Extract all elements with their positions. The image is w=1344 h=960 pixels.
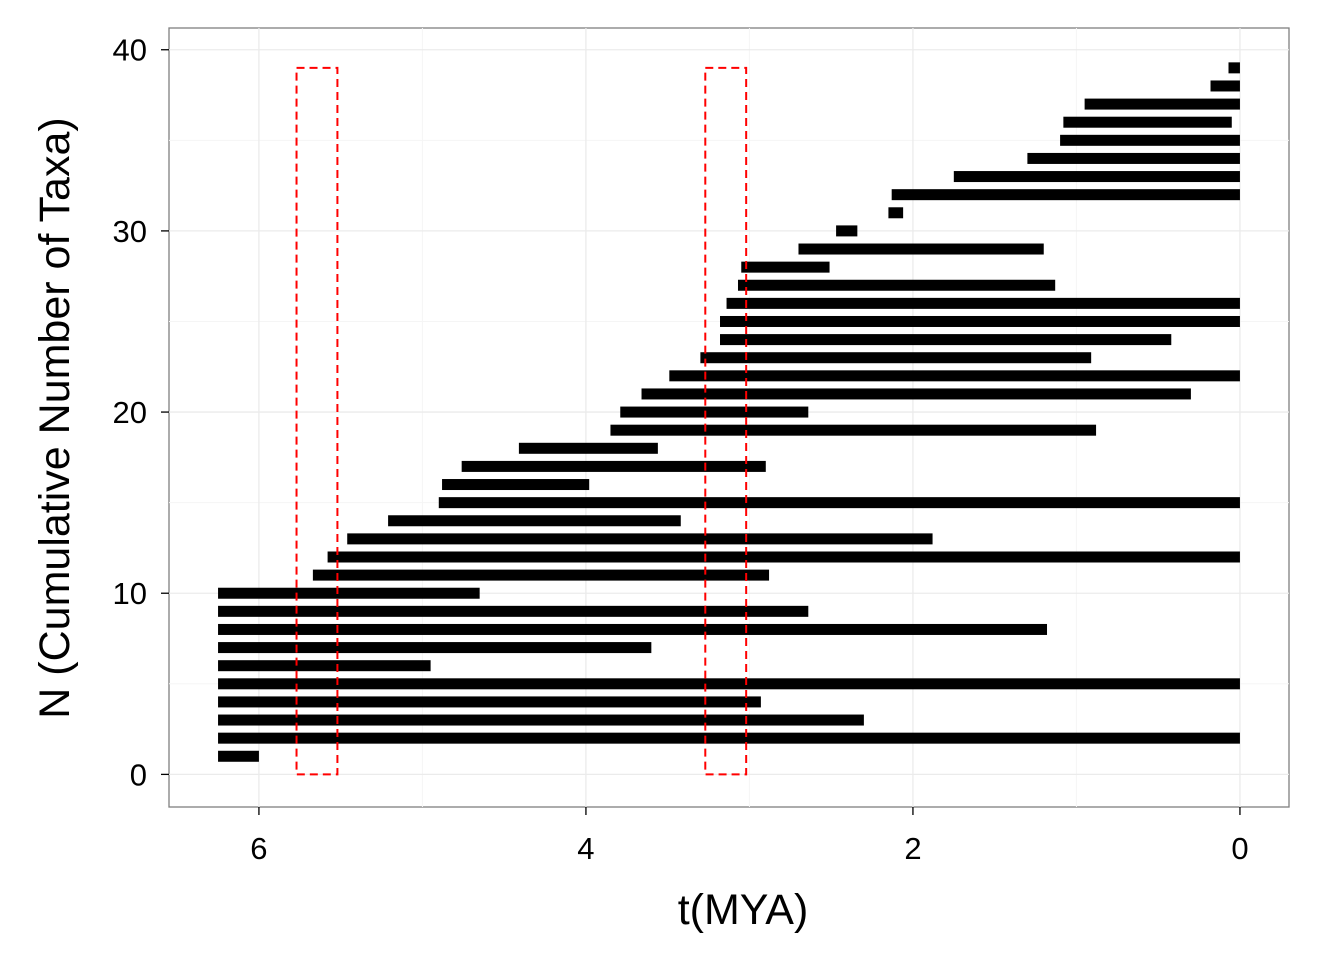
taxon-bar-14 — [388, 515, 681, 527]
taxon-bar-9 — [218, 605, 809, 617]
taxon-bar-28 — [741, 261, 830, 273]
x-tick-label: 0 — [1231, 831, 1248, 866]
taxon-bar-37 — [1084, 98, 1240, 110]
x-axis-title: t(MYA) — [678, 886, 809, 934]
taxon-bar-21 — [641, 388, 1191, 400]
taxon-bar-32 — [891, 189, 1240, 201]
highlight-boxes — [295, 66, 748, 776]
taxon-bar-19 — [610, 424, 1097, 436]
taxon-bar-35 — [1060, 134, 1240, 146]
taxon-bar-39 — [1228, 62, 1240, 74]
y-tick-label: 20 — [113, 395, 147, 430]
y-tick-label: 30 — [113, 214, 147, 249]
y-axis-ticks: 0 10 20 30 40 — [113, 33, 169, 792]
taxon-bar-18 — [518, 442, 658, 454]
taxon-bar-3 — [218, 714, 864, 726]
taxon-bar-38 — [1210, 80, 1240, 92]
taxon-bar-22 — [669, 370, 1240, 382]
taxon-bar-16 — [442, 479, 590, 491]
taxon-bar-31 — [888, 207, 904, 219]
taxon-bar-20 — [620, 406, 809, 418]
highlight-box-1 — [295, 66, 339, 776]
taxon-bar-24 — [720, 334, 1172, 346]
taxon-bar-33 — [953, 171, 1240, 183]
x-tick-label: 2 — [904, 831, 921, 866]
taxon-bar-11 — [312, 569, 770, 581]
taxon-bar-1 — [218, 750, 259, 762]
y-axis-title: N (Cumulative Number of Taxa) — [31, 117, 79, 718]
taxon-bar-15 — [438, 497, 1240, 509]
taxon-bar-17 — [461, 460, 766, 472]
taxon-bar-29 — [798, 243, 1044, 255]
highlight-box-2 — [704, 66, 748, 776]
x-tick-label: 4 — [577, 831, 594, 866]
y-tick-label: 10 — [113, 576, 147, 611]
taxon-bar-23 — [700, 352, 1092, 364]
y-tick-label: 40 — [113, 33, 147, 68]
taxon-bar-13 — [347, 533, 933, 545]
taxon-bar-12 — [327, 551, 1240, 563]
taxon-bar-4 — [218, 696, 761, 708]
taxon-bar-8 — [218, 623, 1048, 635]
taxon-bar-36 — [1063, 116, 1232, 128]
taxon-bar-6 — [218, 660, 431, 672]
taxon-range-bars — [218, 62, 1240, 762]
taxon-bar-5 — [218, 678, 1240, 690]
x-tick-label: 6 — [250, 831, 267, 866]
y-tick-label: 0 — [130, 757, 147, 792]
taxon-bar-26 — [726, 297, 1240, 309]
taxon-bar-30 — [836, 225, 858, 237]
taxon-bar-34 — [1027, 152, 1240, 164]
taxon-bar-10 — [218, 587, 480, 599]
taxon-bar-7 — [218, 642, 652, 654]
taxon-bar-25 — [720, 315, 1240, 327]
taxon-bar-27 — [737, 279, 1056, 291]
taxon-bar-2 — [218, 732, 1240, 744]
x-axis-ticks: 6 4 2 0 — [250, 807, 1249, 866]
